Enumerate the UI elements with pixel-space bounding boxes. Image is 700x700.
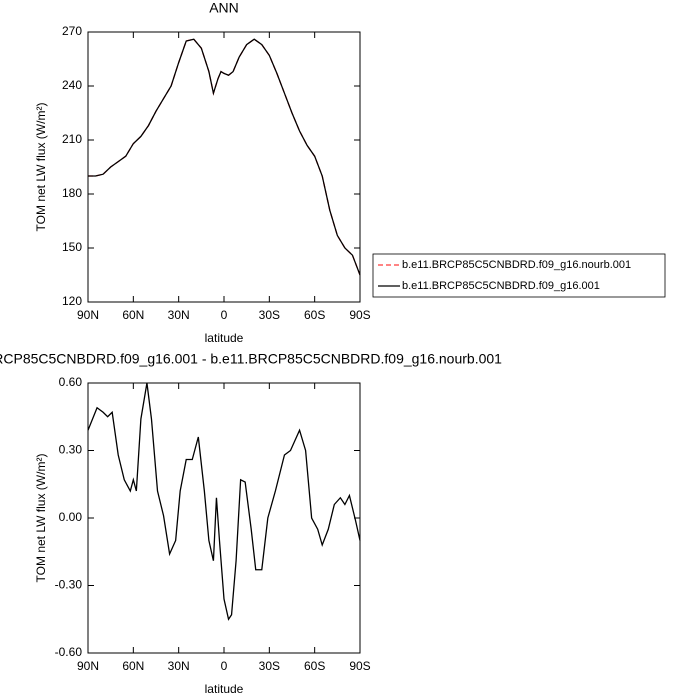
y-axis-label: TOM net LW flux (W/m²) [34,454,48,583]
y-tick-label: 240 [62,78,82,92]
plot-frame [87,382,361,654]
data-line [87,382,361,621]
y-tick-label: -0.60 [55,645,83,659]
x-tick-label: 30S [259,659,280,673]
y-tick-label: -0.30 [55,578,83,592]
plot-frame [87,31,361,303]
legend-label: b.e11.BRCP85C5CNBDRD.f09_g16.nourb.001 [402,259,631,271]
x-tick-label: 90N [77,659,99,673]
x-tick-label: 60N [122,659,144,673]
x-tick-label: 60S [304,659,325,673]
x-axis-label: latitude [205,682,244,696]
y-tick-label: 150 [62,240,82,254]
x-tick-label: 90N [77,308,99,322]
x-tick-label: 90S [349,308,370,322]
y-tick-label: 270 [62,24,82,38]
x-tick-label: 30N [168,308,190,322]
y-tick-label: 0.30 [59,443,83,457]
y-tick-label: 0.00 [59,510,83,524]
x-tick-label: 0 [221,308,228,322]
y-tick-label: 180 [62,186,82,200]
data-line [88,38,361,276]
x-axis-label: latitude [205,331,244,345]
data-line [88,38,361,276]
y-tick-label: 120 [62,294,82,308]
chart-title: ANN [209,0,239,16]
x-tick-label: 90S [349,659,370,673]
y-tick-label: 0.60 [59,375,83,389]
legend-box [372,253,666,298]
y-tick-label: 210 [62,132,82,146]
legend-label: b.e11.BRCP85C5CNBDRD.f09_g16.001 [402,280,600,292]
chart-title: b.e11.BRCP85C5CNBDRD.f09_g16.001 - b.e11… [0,351,502,367]
x-tick-label: 30N [168,659,190,673]
y-axis-label: TOM net LW flux (W/m²) [34,103,48,232]
x-tick-label: 60S [304,308,325,322]
x-tick-label: 60N [122,308,144,322]
x-tick-label: 0 [221,659,228,673]
x-tick-label: 30S [259,308,280,322]
